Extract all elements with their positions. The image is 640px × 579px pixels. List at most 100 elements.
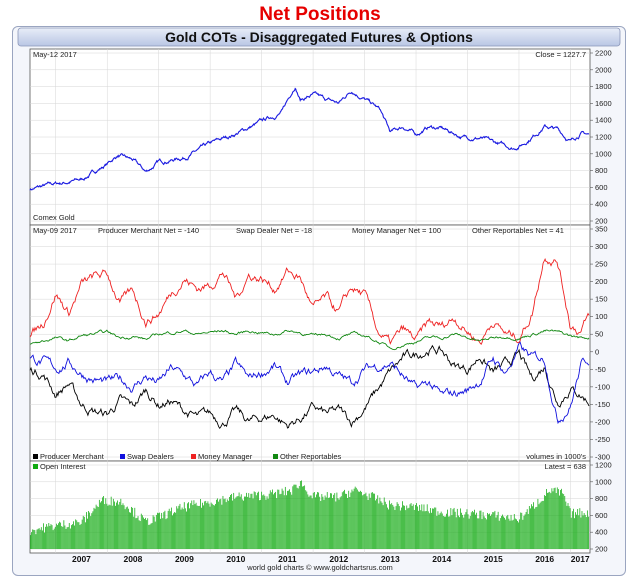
open-interest-bar [176,506,178,549]
open-interest-bar [258,491,259,549]
open-interest-bar [489,513,490,549]
open-interest-bar [554,487,556,549]
open-interest-bar [347,498,349,549]
open-interest-bar [189,508,191,549]
open-interest-bar [487,512,488,549]
open-interest-bar [50,524,52,549]
open-interest-bar [377,495,379,549]
open-interest-bar [34,530,36,549]
open-interest-bar [570,517,572,549]
open-interest-bar [153,516,155,549]
open-interest-bar [488,514,489,549]
open-interest-bar [112,498,114,549]
open-interest-bar [287,490,288,549]
open-interest-bar [80,523,82,549]
open-interest-bar [503,516,504,549]
open-interest-bar [373,493,374,549]
open-interest-bar [425,510,427,549]
y-tick-label: 1000 [595,477,612,486]
open-interest-bar [129,512,130,549]
open-interest-bar [285,495,287,549]
open-interest-bar [393,506,395,549]
open-interest-bar [565,501,567,549]
open-interest-bar [387,507,388,549]
open-interest-bar [116,502,117,549]
open-interest-bar [301,480,302,549]
open-interest-bar [464,514,466,549]
open-interest-bar [292,486,294,549]
open-interest-bar [250,493,252,549]
open-interest-bar [37,528,39,549]
open-interest-bar [282,490,284,549]
open-interest-bar [321,494,323,549]
open-interest-bar [364,493,366,549]
open-interest-bar [297,488,299,549]
open-interest-bar [341,492,343,549]
open-interest-bar [332,498,333,549]
open-interest-bar [447,509,448,549]
open-interest-bar [542,500,544,549]
open-interest-bar [352,491,354,549]
open-interest-bar [371,492,373,549]
open-interest-bar [165,519,167,549]
open-interest-bar [240,494,242,549]
open-interest-bar [499,518,501,549]
open-interest-bar [520,512,522,549]
open-interest-bar [446,513,447,549]
open-interest-bar [148,524,150,549]
open-interest-bar [187,503,188,549]
open-interest-bar [432,508,433,549]
open-interest-bar [83,516,85,549]
open-interest-bar [219,499,221,549]
chart-title-banner [17,27,621,47]
open-interest-bar [320,500,322,549]
y-tick-label: 1600 [595,99,612,108]
open-interest-bar [190,503,192,549]
series-line-money-manager [29,257,590,345]
series-line-swap-dealers [29,341,590,425]
open-interest-bar [81,519,83,549]
open-interest-bar [90,516,92,549]
legend-label-money-manager: Money Manager [198,452,253,461]
open-interest-bar [121,505,123,549]
y-tick-label: 400 [595,528,608,537]
open-interest-bar [75,519,77,549]
open-interest-bar [186,511,187,549]
open-interest-bar [500,516,502,549]
open-interest-bar [525,512,527,549]
open-interest-bar [275,491,277,549]
y-tick-label: -300 [595,453,610,462]
open-interest-bar [173,513,174,549]
open-interest-bar [205,500,207,549]
open-interest-bar [229,496,230,549]
open-interest-bar [306,491,308,549]
open-interest-bar [491,514,493,549]
open-interest-bar [278,489,280,549]
open-interest-bar [115,505,116,549]
open-interest-bar [309,495,311,549]
open-interest-bar [222,495,224,549]
open-interest-bar [133,516,135,549]
open-interest-bar [396,502,398,549]
y-tick-label: 100 [595,312,608,321]
open-interest-bar [161,512,163,549]
open-interest-bar [380,501,382,549]
open-interest-bar [485,519,487,549]
open-interest-bar [460,508,461,549]
open-interest-bar [533,502,534,549]
open-interest-bar [86,512,87,549]
open-interest-bar [358,491,359,549]
x-tick-label-year: 2012 [329,554,348,564]
open-interest-bar [134,507,136,549]
open-interest-bar [366,496,368,549]
open-interest-bar [254,492,256,549]
open-interest-bar [55,523,57,549]
open-interest-bar [317,492,318,549]
other-reportables-net-label: Other Reportables Net = 41 [472,226,564,235]
x-tick-label-year: 2011 [278,554,297,564]
open-interest-bar [502,514,503,549]
open-interest-bar [276,498,278,549]
y-tick-label: 1200 [595,461,612,470]
x-tick-label-year: 2008 [123,554,142,564]
open-interest-bar [97,506,99,549]
